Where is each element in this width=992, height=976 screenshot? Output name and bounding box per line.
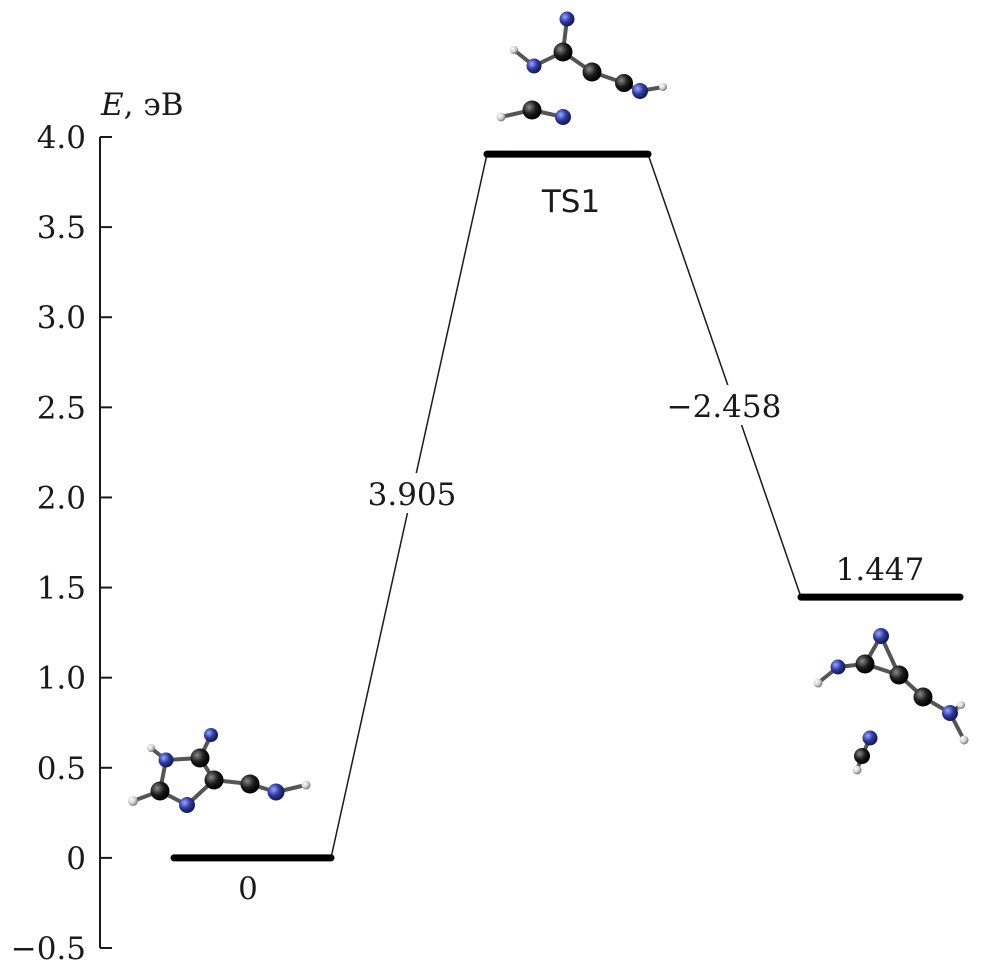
y-ticks	[100, 136, 112, 949]
y-tick-label: 2.5	[37, 390, 86, 426]
y-axis-unit: , эВ	[124, 87, 184, 123]
y-tick-label: 3.0	[37, 300, 86, 336]
y-tick-label: 2.0	[37, 480, 86, 516]
transition-label-rise: 3.905	[368, 477, 457, 513]
y-axis-symbol: E	[100, 87, 124, 123]
molecule-reactant-icon	[128, 728, 311, 813]
y-axis-title: E, эВ	[100, 87, 184, 123]
y-tick-label: 4.0	[37, 120, 86, 156]
y-tick-labels: 4.0 3.5 3.0 2.5 2.0 1.5 1.0 0.5 0 −0.5	[11, 120, 86, 967]
transition-label-bg-rise	[364, 473, 460, 513]
y-tick-label: 1.0	[37, 661, 86, 697]
molecule-product-icon	[813, 628, 969, 775]
level-label-ts1: TS1	[541, 184, 600, 220]
y-tick-label: 0.5	[37, 751, 86, 787]
transition-connector-drop	[647, 153, 802, 598]
level-label-product: 1.447	[836, 552, 925, 588]
level-label-reactant: 0	[238, 871, 258, 907]
y-tick-label: 0	[66, 841, 86, 877]
y-tick-label: 3.5	[37, 210, 86, 246]
molecule-ts1-icon	[496, 11, 667, 125]
y-tick-label: −0.5	[11, 931, 86, 967]
transition-label-drop: −2.458	[667, 389, 782, 425]
transition-label-bg-drop	[662, 385, 786, 425]
y-tick-label: 1.5	[37, 571, 86, 607]
